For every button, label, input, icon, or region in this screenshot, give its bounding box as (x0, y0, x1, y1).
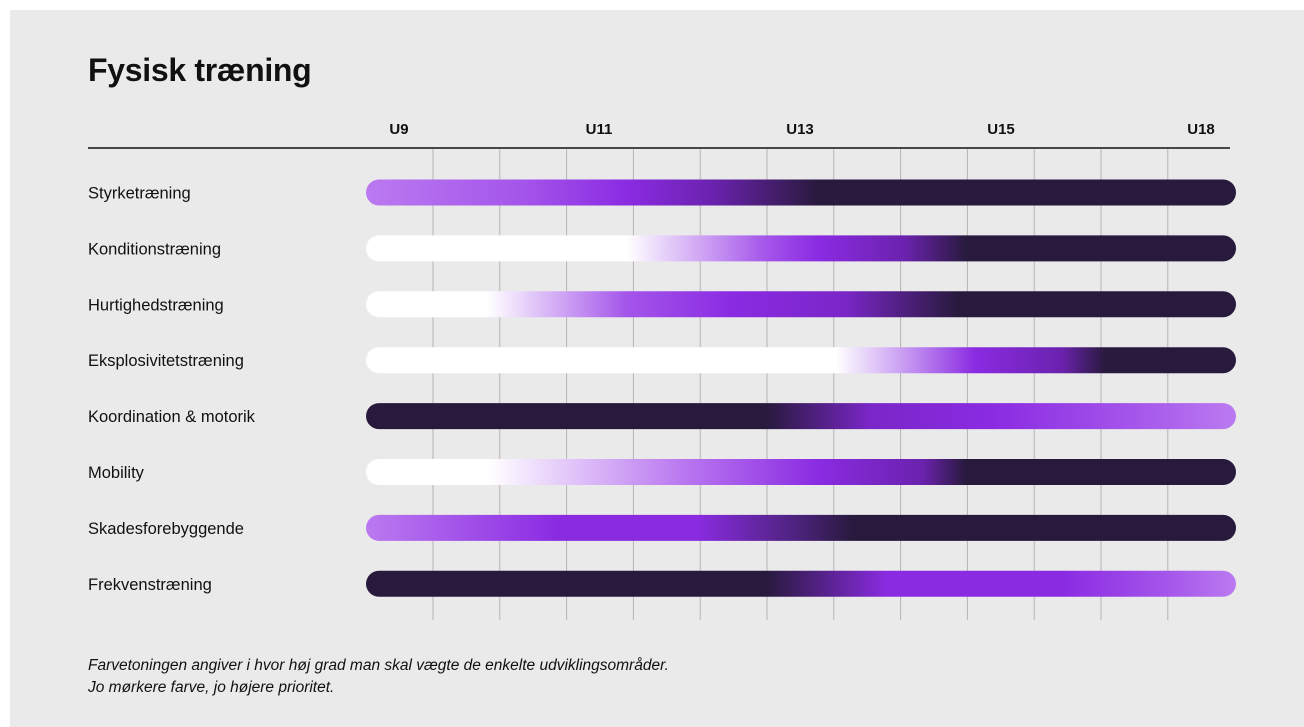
x-tick-label: U15 (987, 121, 1015, 138)
x-tick-label: U11 (586, 121, 613, 138)
x-tick-label: U9 (389, 121, 408, 138)
row-label: Skadesforebyggende (88, 520, 244, 538)
priority-bar (366, 403, 1236, 430)
row-label: Eksplosivitetstræning (88, 352, 244, 370)
priority-bar (366, 235, 1236, 262)
priority-bar (366, 514, 1236, 541)
x-tick-label: U18 (1187, 121, 1215, 138)
priority-bar (366, 570, 1236, 597)
priority-bar (366, 459, 1236, 485)
priority-bar (366, 347, 1236, 374)
note-line-2: Jo mørkere farve, jo højere prioritet. (88, 679, 335, 696)
row-label: Hurtighedstræning (88, 296, 224, 314)
row-label: Frekvenstræning (88, 576, 212, 594)
note-line-1: Farvetoningen angiver i hvor høj grad ma… (88, 657, 669, 674)
row-label: Konditionstræning (88, 240, 221, 258)
page-title: Fysisk træning (88, 52, 312, 88)
priority-bar (366, 291, 1236, 318)
x-tick-label: U13 (786, 121, 814, 138)
row-label: Mobility (88, 464, 145, 482)
priority-bar (366, 179, 1236, 206)
color-explanation-note: Farvetoningen angiver i hvor høj grad ma… (88, 655, 669, 699)
row-label: Koordination & motorik (88, 408, 256, 426)
row-label: Styrketræning (88, 185, 191, 203)
